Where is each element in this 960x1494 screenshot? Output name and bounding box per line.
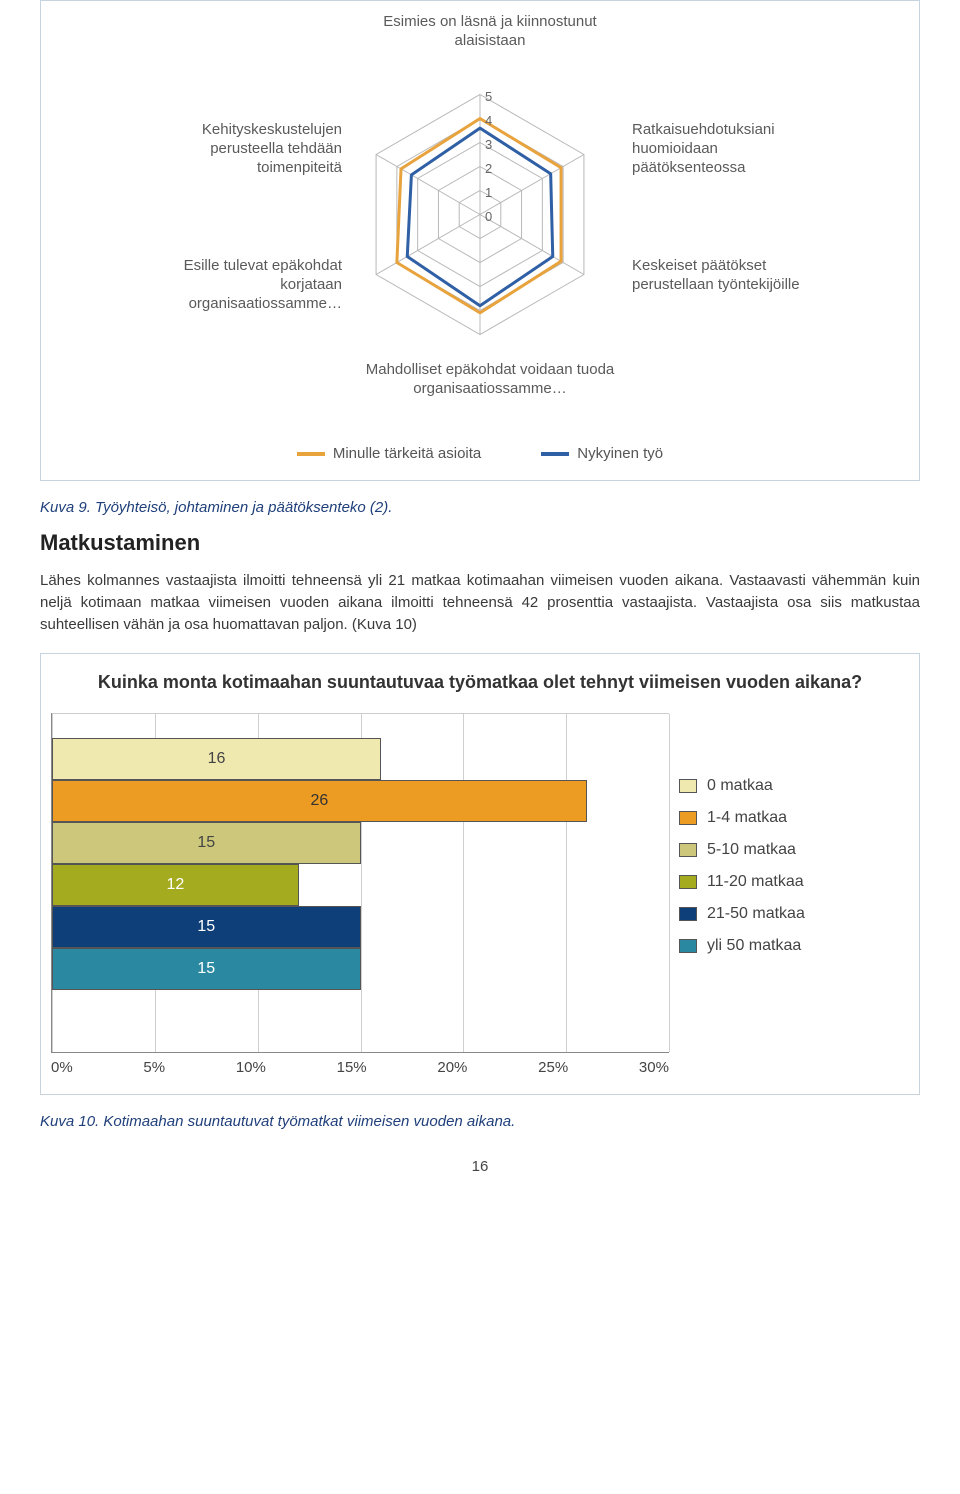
bar: 15 [52,906,361,948]
radar-tick: 0 [485,209,492,224]
radar-axis-label: Mahdolliset epäkohdat voidaan tuoda orga… [360,361,620,399]
radar-axis-label: Kehityskeskustelujen perusteella tehdään… [132,121,342,177]
radar-axis-label: Keskeiset päätökset perustellaan työntek… [632,257,842,295]
legend-label: Minulle tärkeitä asioita [333,445,481,462]
legend-label: 5-10 matkaa [707,841,796,859]
radar-axis-label: Esimies on läsnä ja kiinnostunut alaisis… [380,13,600,51]
bar-chart-title: Kuinka monta kotimaahan suuntautuvaa työ… [91,670,869,694]
page-number: 16 [40,1158,920,1175]
bar: 26 [52,780,587,822]
bar: 16 [52,738,381,780]
radar-chart: 0 1 2 3 4 5 Esimies on läsnä ja kiinnostunut a… [51,11,909,441]
bar-legend-item: 11-20 matkaa [679,873,909,891]
radar-axis-label: Esille tulevat epäkohdat korjataan organ… [132,257,342,313]
radar-tick: 3 [485,137,492,152]
bar: 15 [52,948,361,990]
body-paragraph: Lähes kolmannes vastaajista ilmoitti teh… [40,570,920,635]
bar-legend-item: 5-10 matkaa [679,841,909,859]
legend-swatch [679,779,697,793]
section-heading-matkustaminen: Matkustaminen [40,530,920,556]
legend-label: 11-20 matkaa [707,873,804,891]
figure-caption-10: Kuva 10. Kotimaahan suuntautuvat työmatk… [40,1113,920,1130]
radar-tick: 4 [485,113,492,128]
x-tick-label: 20% [437,1059,467,1076]
bar-legend-item: yli 50 matkaa [679,937,909,955]
bar-legend-item: 0 matkaa [679,777,909,795]
radar-tick: 2 [485,161,492,176]
bar-legend-item: 1-4 matkaa [679,809,909,827]
legend-swatch [679,811,697,825]
legend-swatch [679,843,697,857]
x-tick-label: 30% [639,1059,669,1076]
legend-swatch [679,875,697,889]
radar-tick: 5 [485,89,492,104]
legend-label: Nykyinen työ [577,445,663,462]
legend-label: 1-4 matkaa [707,809,787,827]
legend-swatch [679,907,697,921]
x-tick-label: 0% [51,1059,73,1076]
bar-legend-item: 21-50 matkaa [679,905,909,923]
legend-label: 0 matkaa [707,777,773,795]
bar-chart-plot: 162615121515 [51,713,669,1053]
bar: 12 [52,864,299,906]
x-tick-label: 15% [337,1059,367,1076]
radar-legend-item: Minulle tärkeitä asioita [297,445,481,462]
bar-chart-legend: 0 matkaa 1-4 matkaa 5-10 matkaa 11-20 matka… [679,713,909,1076]
legend-swatch [297,452,325,456]
x-tick-label: 25% [538,1059,568,1076]
bar: 15 [52,822,361,864]
legend-swatch [679,939,697,953]
radar-legend: Minulle tärkeitä asioita Nykyinen työ [51,445,909,462]
x-tick-label: 10% [236,1059,266,1076]
x-tick-label: 5% [143,1059,165,1076]
bar-chart-x-axis: 0% 5% 10% 15% 20% 25% 30% [51,1053,669,1076]
bar-chart-panel: Kuinka monta kotimaahan suuntautuvaa työ… [40,653,920,1094]
radar-legend-item: Nykyinen työ [541,445,663,462]
legend-swatch [541,452,569,456]
radar-chart-panel: 0 1 2 3 4 5 Esimies on läsnä ja kiinnostunut a… [40,0,920,481]
radar-axis-label: Ratkaisuehdotuksiani huomioidaan päätöks… [632,121,832,177]
radar-tick: 1 [485,185,492,200]
gridline [669,714,670,1052]
legend-label: 21-50 matkaa [707,905,805,923]
figure-caption-9: Kuva 9. Työyhteisö, johtaminen ja päätök… [40,499,920,516]
legend-label: yli 50 matkaa [707,937,801,955]
